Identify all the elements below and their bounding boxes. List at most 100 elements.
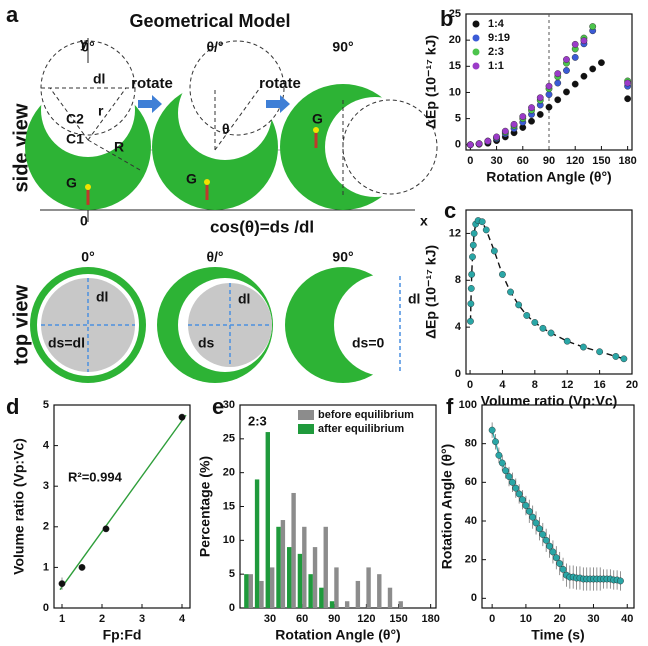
bar	[377, 574, 382, 608]
point	[484, 137, 492, 145]
x-tick-label: 90	[328, 613, 340, 625]
point	[536, 525, 543, 533]
point	[624, 95, 632, 103]
bar	[248, 574, 253, 608]
diagram-title: Geometrical Model	[129, 11, 290, 31]
x-tick-label: 180	[421, 613, 439, 625]
legend-swatch	[472, 48, 480, 56]
x-tick-label: 120	[566, 155, 584, 167]
y-axis-label: Volume ratio (Vp:Vc)	[11, 438, 27, 575]
point	[563, 337, 571, 345]
point	[501, 127, 509, 135]
bar	[308, 574, 313, 608]
legend-label: after equilibrium	[318, 423, 404, 435]
dl-label: dl	[238, 291, 250, 307]
panel-letter: e	[212, 394, 224, 419]
g-label: G	[66, 175, 77, 191]
point	[529, 513, 537, 521]
legend-swatch	[298, 424, 314, 434]
y-tick-label: 10	[449, 86, 461, 98]
y-tick-label: 15	[223, 500, 235, 512]
angle-label: 0°	[81, 249, 94, 265]
panel-letter: c	[444, 198, 456, 223]
bar	[254, 479, 260, 608]
point	[559, 565, 567, 573]
point	[531, 319, 539, 326]
y-tick-label: 5	[455, 113, 461, 125]
point	[495, 451, 503, 459]
bar	[387, 587, 393, 608]
x-tick-label: 16	[593, 379, 605, 391]
point	[468, 271, 476, 278]
hole	[178, 66, 272, 160]
legend-swatch	[298, 410, 314, 420]
angle-label: 90°	[332, 249, 353, 265]
point	[467, 300, 475, 308]
point	[580, 343, 587, 351]
legend-swatch	[472, 62, 480, 70]
y-tick-label: 30	[223, 399, 235, 411]
arrow-label: rotate	[259, 75, 301, 92]
x-tick-label: 2	[99, 613, 105, 625]
panel-a: a Geometrical Model side view top view y…	[6, 2, 438, 383]
annotation: R²=0.994	[68, 469, 123, 484]
point	[554, 96, 562, 104]
x-axis-label: Time (s)	[531, 627, 584, 643]
x-tick-label: 4	[499, 379, 506, 391]
point	[580, 72, 588, 80]
angle-label: θ/°	[206, 249, 223, 265]
bar	[366, 567, 371, 608]
dl-label: dl	[93, 71, 105, 87]
origin-label: 0	[80, 213, 88, 229]
point-g	[204, 179, 210, 185]
x-tick-label: 0	[467, 379, 473, 391]
chart-c: c 0 4 8 12 16 20 0 4 8 12 Volume ratio (Vp:Vc) ΔEp (…	[423, 198, 638, 409]
point	[467, 317, 474, 325]
plot-frame	[465, 209, 633, 375]
y-tick-label: 0	[43, 602, 49, 614]
point	[512, 484, 520, 492]
x-tick-label: 60	[517, 155, 529, 167]
outline	[87, 139, 141, 171]
y-tick-label: 25	[449, 8, 461, 20]
point	[596, 348, 604, 356]
arrow-label: rotate	[131, 75, 173, 92]
y-tick-label: 5	[229, 568, 235, 580]
annotation: 2:3	[248, 413, 267, 428]
y-axis-label: Percentage (%)	[197, 456, 213, 557]
ds-label: ds	[198, 335, 215, 351]
outline	[189, 40, 285, 136]
arrow	[138, 95, 162, 113]
point	[467, 285, 475, 292]
bar	[319, 587, 324, 608]
bar	[280, 520, 286, 608]
plot-frame	[53, 404, 191, 609]
point	[470, 230, 478, 237]
y-tick-label: 0	[229, 602, 235, 614]
y-tick-label: 25	[223, 433, 235, 445]
x-axis-label: Fp:Fd	[103, 627, 142, 643]
point-g	[313, 127, 319, 133]
ds-label: ds=dl	[48, 335, 85, 351]
point	[545, 82, 553, 90]
point	[505, 473, 513, 480]
y-tick-label: 20	[223, 467, 235, 479]
point	[571, 54, 579, 61]
point	[556, 560, 564, 567]
y-tick-label: 20	[449, 34, 461, 46]
point	[539, 531, 547, 538]
y-tick-label: 12	[449, 227, 461, 239]
x-axis-label: Volume ratio (Vp:Vc)	[481, 393, 618, 409]
y-axis-label: ΔEp (10⁻¹⁷ kJ)	[423, 35, 439, 129]
plot-frame	[481, 404, 635, 609]
point	[563, 67, 570, 74]
y-tick-label: 1	[43, 561, 49, 573]
bar	[329, 601, 335, 608]
point	[589, 65, 597, 73]
bar	[269, 567, 275, 608]
g-label: G	[186, 171, 197, 187]
x-tick-label: 20	[626, 379, 638, 391]
x-tick-label: 1	[59, 613, 65, 625]
y-tick-label: 10	[223, 534, 235, 546]
